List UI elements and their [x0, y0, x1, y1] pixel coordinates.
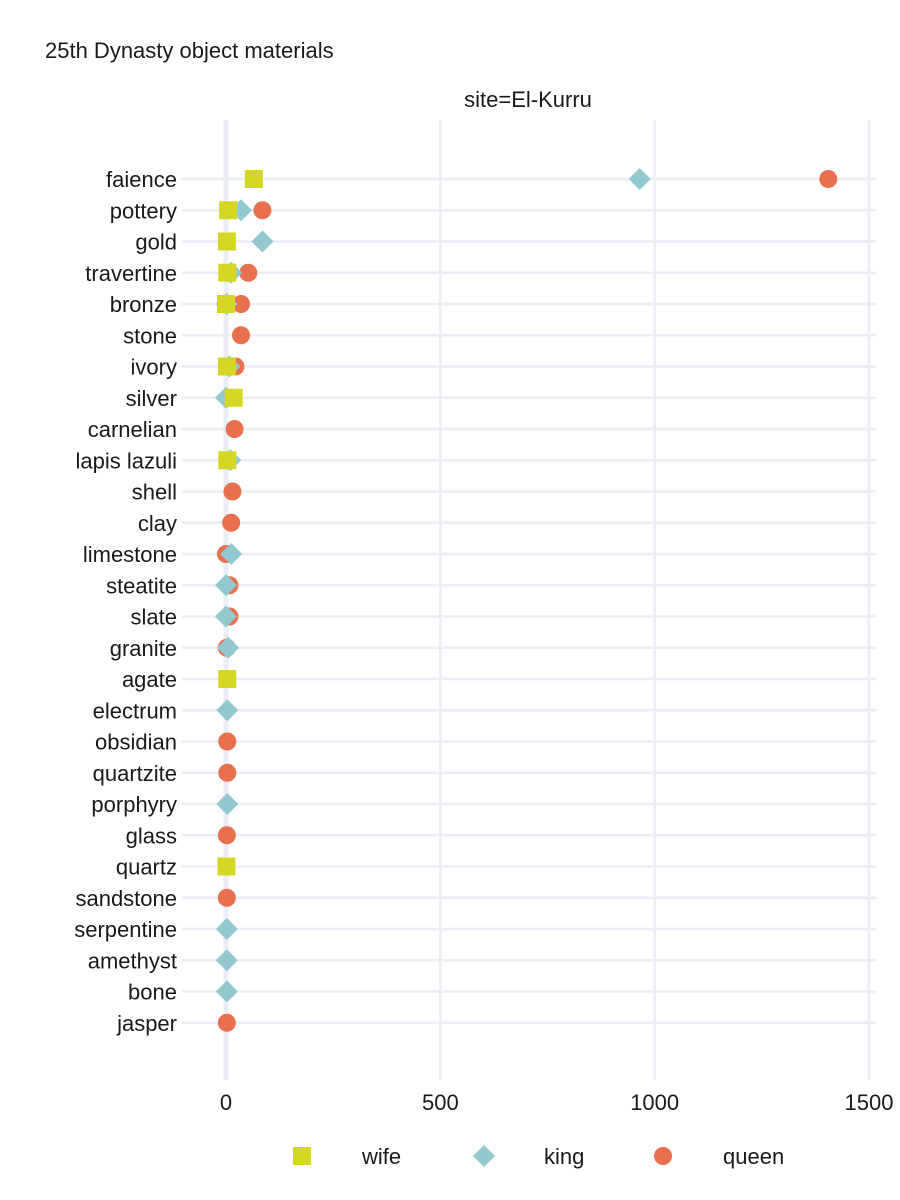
y-tick-label: jasper — [116, 1011, 177, 1036]
data-point-king — [215, 605, 237, 628]
data-point-queen — [222, 513, 241, 532]
legend-key-wife — [293, 1147, 311, 1165]
data-point-queen — [253, 201, 272, 220]
y-tick-label: lapis lazuli — [76, 448, 178, 473]
x-tick-label: 1500 — [845, 1090, 894, 1115]
legend-key-queen — [654, 1147, 672, 1165]
data-point-queen — [217, 1013, 236, 1032]
y-tick-label: obsidian — [95, 730, 177, 755]
y-tick-label: amethyst — [88, 948, 177, 973]
y-tick-label: quartzite — [93, 761, 177, 786]
y-tick-label: stone — [123, 323, 177, 348]
y-tick-label: bone — [128, 980, 177, 1005]
x-tick-label: 1000 — [630, 1090, 679, 1115]
y-tick-label: pottery — [110, 198, 177, 223]
y-tick-label: electrum — [93, 698, 177, 723]
chart-title: 25th Dynasty object materials — [45, 38, 334, 63]
data-point-king — [215, 918, 238, 940]
data-point-king — [216, 793, 239, 815]
data-point-king — [215, 949, 238, 972]
y-tick-label: steatite — [106, 573, 177, 598]
data-point-king — [251, 230, 274, 253]
data-point-king — [220, 543, 243, 565]
data-point-wife — [217, 295, 235, 313]
legend: wife king queen — [293, 1144, 784, 1169]
y-tick-label: bronze — [110, 292, 177, 317]
y-tick-label: serpentine — [74, 917, 177, 942]
y-tick-label: faience — [106, 167, 177, 192]
y-tick-label: porphyry — [91, 792, 177, 817]
data-point-wife — [224, 388, 243, 407]
data-point-queen — [218, 732, 237, 751]
y-tick-label: sandstone — [75, 886, 177, 911]
y-tick-label: quartz — [116, 855, 177, 880]
y-tick-label: travertine — [85, 261, 177, 286]
legend-label-wife: wife — [361, 1144, 401, 1169]
y-tick-label: clay — [138, 511, 177, 536]
y-tick-label: carnelian — [88, 417, 177, 442]
x-tick-label: 0 — [220, 1090, 232, 1115]
y-tick-label: granite — [110, 636, 177, 661]
data-point-wife — [218, 263, 237, 282]
data-point-queen — [232, 295, 251, 313]
data-point-queen — [217, 826, 236, 845]
y-tick-label: gold — [135, 230, 177, 255]
data-point-wife — [217, 232, 236, 251]
legend-key-king — [473, 1145, 495, 1167]
data-point-queen — [239, 263, 258, 282]
y-tick-label: silver — [126, 386, 177, 411]
y-tick-label: glass — [126, 823, 177, 848]
data-point-wife — [217, 357, 236, 376]
data-point-wife — [218, 670, 237, 688]
data-point-queen — [819, 170, 838, 188]
data-point-queen — [223, 482, 242, 501]
data-point-king — [628, 168, 651, 190]
data-point-queen — [232, 326, 251, 345]
facet-strip-label: site=El-Kurru — [464, 87, 592, 112]
x-tick-label: 500 — [422, 1090, 459, 1115]
data-point-wife — [217, 857, 236, 876]
y-tick-label: slate — [131, 605, 177, 630]
y-tick-label: ivory — [131, 355, 177, 380]
y-tick-label: shell — [132, 480, 177, 505]
data-point-queen — [218, 763, 237, 782]
legend-label-king: king — [544, 1144, 584, 1169]
legend-label-queen: queen — [723, 1144, 784, 1169]
data-point-king — [216, 699, 239, 722]
data-point-queen — [217, 888, 236, 907]
y-tick-label: limestone — [83, 542, 177, 567]
data-point-wife — [219, 201, 238, 220]
data-point-queen — [225, 420, 244, 438]
data-point-wife — [244, 170, 263, 188]
data-point-king — [215, 980, 238, 1003]
data-point-wife — [218, 451, 237, 470]
data-point-king — [217, 636, 240, 659]
data-point-king — [215, 574, 237, 597]
y-tick-label: agate — [122, 667, 177, 692]
